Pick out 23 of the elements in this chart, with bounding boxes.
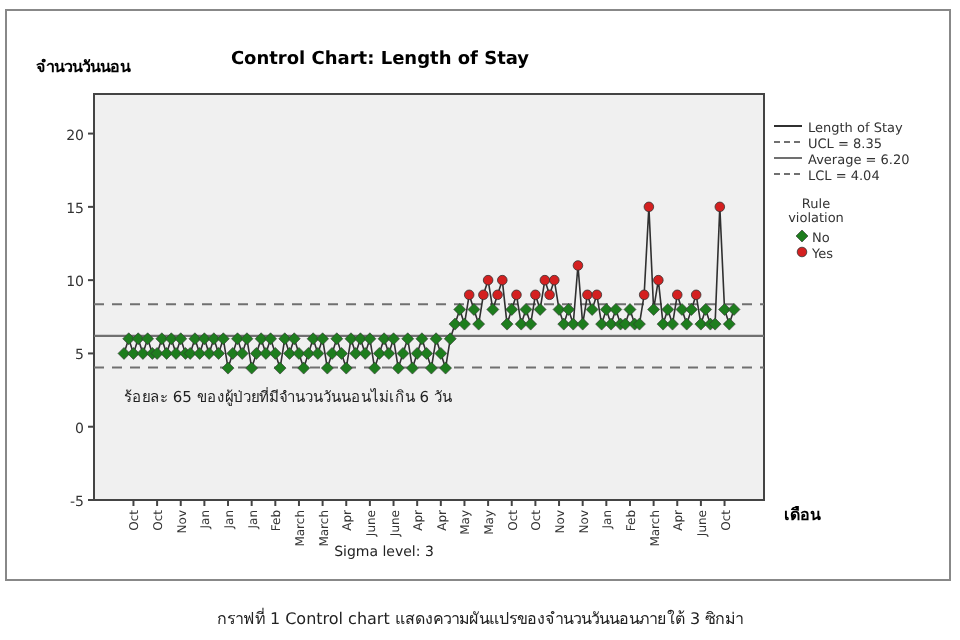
point (643, 201, 655, 213)
point (582, 289, 593, 300)
point (530, 289, 541, 300)
text: กราฟที่ 1 Control chart แสดงความผันแปรของจำนวนวันนอนภายใต้ 3 ซิกม่า (216, 606, 744, 628)
point (482, 274, 494, 286)
point (539, 274, 551, 286)
point (492, 289, 503, 300)
y-axis-title: จำนวนวันนอน (36, 58, 132, 76)
point (638, 289, 650, 300)
point (714, 201, 726, 213)
point (653, 274, 664, 286)
point (511, 289, 522, 300)
point (478, 289, 489, 300)
point (672, 289, 683, 300)
x-axis-title: เดือน (784, 504, 822, 524)
point (544, 289, 555, 300)
point (463, 289, 475, 300)
point (497, 274, 508, 286)
point (690, 289, 702, 300)
point (549, 274, 560, 286)
point (572, 260, 584, 271)
point (591, 289, 603, 300)
chart-title: Control Chart: Length of Stay (230, 50, 530, 70)
